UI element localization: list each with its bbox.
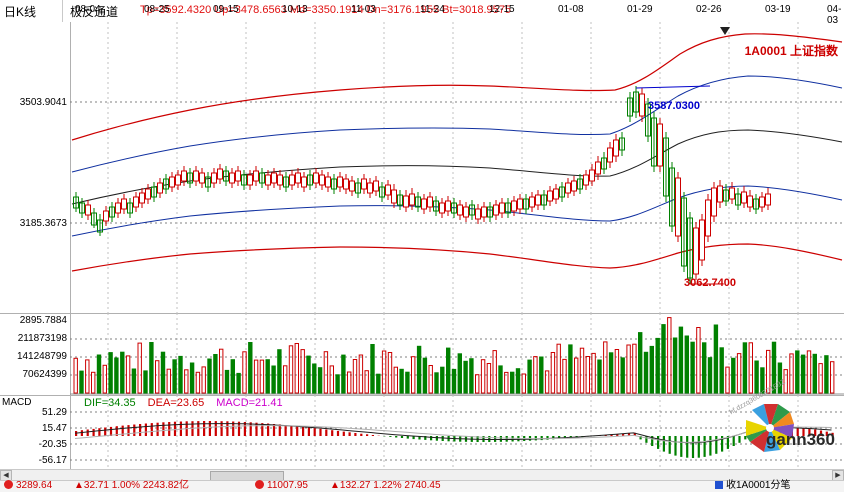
date-tick-7: 01-08 (558, 4, 584, 15)
status-index-1[interactable]: 3289.64 (4, 479, 52, 492)
date-tick-11: 04-03 (827, 4, 844, 26)
volume-y-tick-top: 2895.7884 (20, 315, 67, 326)
macd-title: MACD (2, 397, 31, 408)
high-price-annotation: 3587.0300 (648, 100, 700, 112)
price-plot[interactable]: 3587.0300 3062.7400 (70, 22, 844, 313)
volume-y-tick-1: 141248799 (17, 351, 67, 362)
status-tail[interactable]: 收1A0001分笔 (715, 479, 790, 492)
person-icon (715, 481, 723, 489)
price-y-axis: 3503.9041 3185.3673 (0, 22, 71, 313)
volume-y-tick-0: 70624399 (23, 369, 68, 380)
status-index-1-value: 3289.64 (16, 480, 52, 491)
toolbar-divider (62, 0, 63, 22)
date-axis: 08-04 08-25 09-15 10-13 11-03 11-24 12-1… (70, 4, 844, 18)
gann360-logo: gann360 hf.dzzq36083Z1E3Z (726, 400, 836, 462)
low-price-annotation: 3062.7400 (684, 277, 736, 289)
date-tick-10: 03-19 (765, 4, 791, 15)
status-index-2[interactable]: 11007.95 (255, 479, 308, 492)
date-tick-4: 11-03 (351, 4, 376, 15)
index-dot-icon (4, 480, 13, 489)
volume-y-axis: 2895.7884 211873198 141248799 70624399 (0, 313, 71, 395)
volume-plot[interactable] (70, 313, 844, 395)
gann-logo-text: gann360 (766, 430, 835, 450)
date-tick-9: 02-26 (696, 4, 722, 15)
price-y-tick-1: 3185.3673 (20, 218, 67, 229)
price-pane[interactable]: 3503.9041 3185.3673 (0, 22, 844, 314)
symbol-watermark: 1A0001 上证指数 (745, 42, 838, 59)
k-line-type-label[interactable]: 日K线 (4, 3, 36, 20)
index2-dot-icon (255, 480, 264, 489)
date-tick-1: 08-25 (144, 4, 170, 15)
status-index-2-value: 11007.95 (267, 480, 308, 491)
macd-pane[interactable]: 51.29 15.47 -20.35 -56.17 MACD DIF=34.35… (0, 395, 844, 469)
date-tick-5: 11-24 (420, 4, 445, 15)
date-tick-6: 12-15 (489, 4, 515, 15)
date-tick-8: 01-29 (627, 4, 653, 15)
volume-y-tick-2: 211873198 (18, 333, 67, 344)
macd-y-tick-2: -20.35 (39, 439, 67, 450)
price-chart-svg (70, 22, 844, 313)
chart-frame: 3503.9041 3185.3673 (0, 22, 844, 469)
price-y-tick-0: 3503.9041 (20, 97, 67, 108)
volume-pane[interactable]: 2895.7884 211873198 141248799 70624399 (0, 313, 844, 396)
macd-y-tick-0: 51.29 (42, 407, 67, 418)
date-tick-3: 10-13 (282, 4, 308, 15)
date-tick-2: 09-15 (213, 4, 239, 15)
status-index-2-change: ▲132.27 1.22% 2740.45 (330, 479, 441, 492)
status-bar: 3289.64 ▲32.71 1.00% 2243.82亿 11007.95 ▲… (0, 480, 844, 492)
macd-y-tick-1: 15.47 (42, 423, 67, 434)
volume-chart-svg (70, 313, 844, 395)
macd-y-tick-3: -56.17 (39, 455, 67, 466)
date-tick-0: 08-04 (75, 4, 101, 15)
status-index-1-change: ▲32.71 1.00% 2243.82亿 (74, 479, 189, 492)
